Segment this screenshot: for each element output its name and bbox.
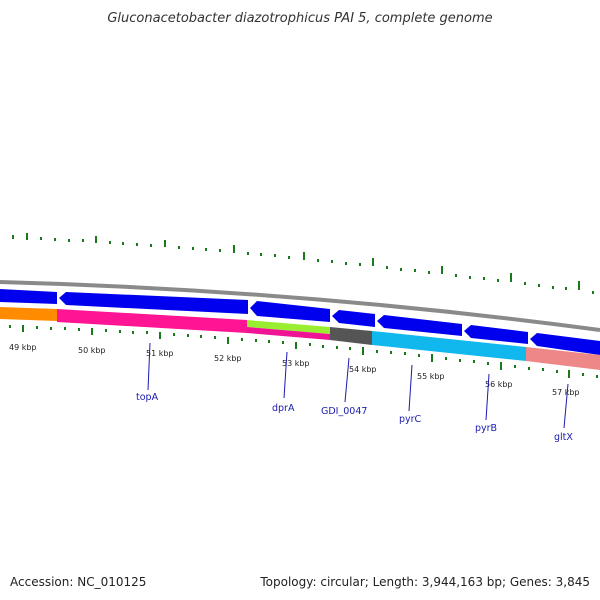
cog-category-track[interactable] bbox=[0, 307, 600, 370]
cog-segment[interactable] bbox=[57, 309, 247, 333]
cds-feature[interactable] bbox=[59, 292, 248, 314]
scale-label: 52 kbp bbox=[214, 354, 242, 363]
cog-segment[interactable] bbox=[330, 327, 372, 345]
scale-label: 49 kbp bbox=[9, 343, 37, 352]
cog-segment[interactable] bbox=[247, 320, 330, 334]
cog-segment[interactable] bbox=[372, 331, 526, 361]
accession-text: Accession: NC_010125 bbox=[10, 575, 147, 589]
gene-label-pyrC[interactable]: pyrC bbox=[399, 414, 422, 425]
scale-labels: 49 kbp 50 kbp 51 kbp 52 kbp 53 kbp 54 kb… bbox=[9, 343, 580, 397]
gc-content-track bbox=[12, 233, 594, 294]
gene-label-gltX[interactable]: gltX bbox=[554, 432, 573, 443]
scale-label: 57 kbp bbox=[552, 388, 580, 397]
scale-label: 56 kbp bbox=[485, 380, 513, 389]
inner-scale-ticks bbox=[9, 325, 598, 378]
cds-feature[interactable] bbox=[332, 310, 375, 327]
cds-track-forward[interactable] bbox=[0, 289, 600, 355]
scale-label: 54 kbp bbox=[349, 365, 377, 374]
gene-label-pyrB[interactable]: pyrB bbox=[475, 423, 497, 434]
map-title: Gluconacetobacter diazotrophicus PAI 5, … bbox=[107, 11, 493, 26]
gene-label-dprA[interactable]: dprA bbox=[272, 403, 295, 414]
cds-feature[interactable] bbox=[0, 289, 57, 304]
scale-label: 53 kbp bbox=[282, 359, 310, 368]
gene-label-topA[interactable]: topA bbox=[136, 392, 159, 403]
gene-label-GDI_0047[interactable]: GDI_0047 bbox=[321, 406, 367, 417]
cds-feature[interactable] bbox=[530, 333, 600, 355]
scale-label: 55 kbp bbox=[417, 372, 445, 381]
cog-segment[interactable] bbox=[526, 347, 600, 370]
cog-segment[interactable] bbox=[0, 307, 57, 321]
topology-text: Topology: circular; Length: 3,944,163 bp… bbox=[260, 575, 590, 589]
cog-segment[interactable] bbox=[247, 327, 330, 340]
cds-feature[interactable] bbox=[250, 301, 330, 322]
cds-feature[interactable] bbox=[464, 325, 528, 344]
scale-label: 51 kbp bbox=[146, 349, 174, 358]
cds-feature[interactable] bbox=[377, 315, 462, 336]
gene-labels[interactable]: topA dprA GDI_0047 pyrC pyrB gltX bbox=[136, 392, 573, 443]
scale-label: 50 kbp bbox=[78, 346, 106, 355]
gene-label-leaders bbox=[147, 342, 569, 429]
genome-backbone bbox=[0, 280, 600, 332]
